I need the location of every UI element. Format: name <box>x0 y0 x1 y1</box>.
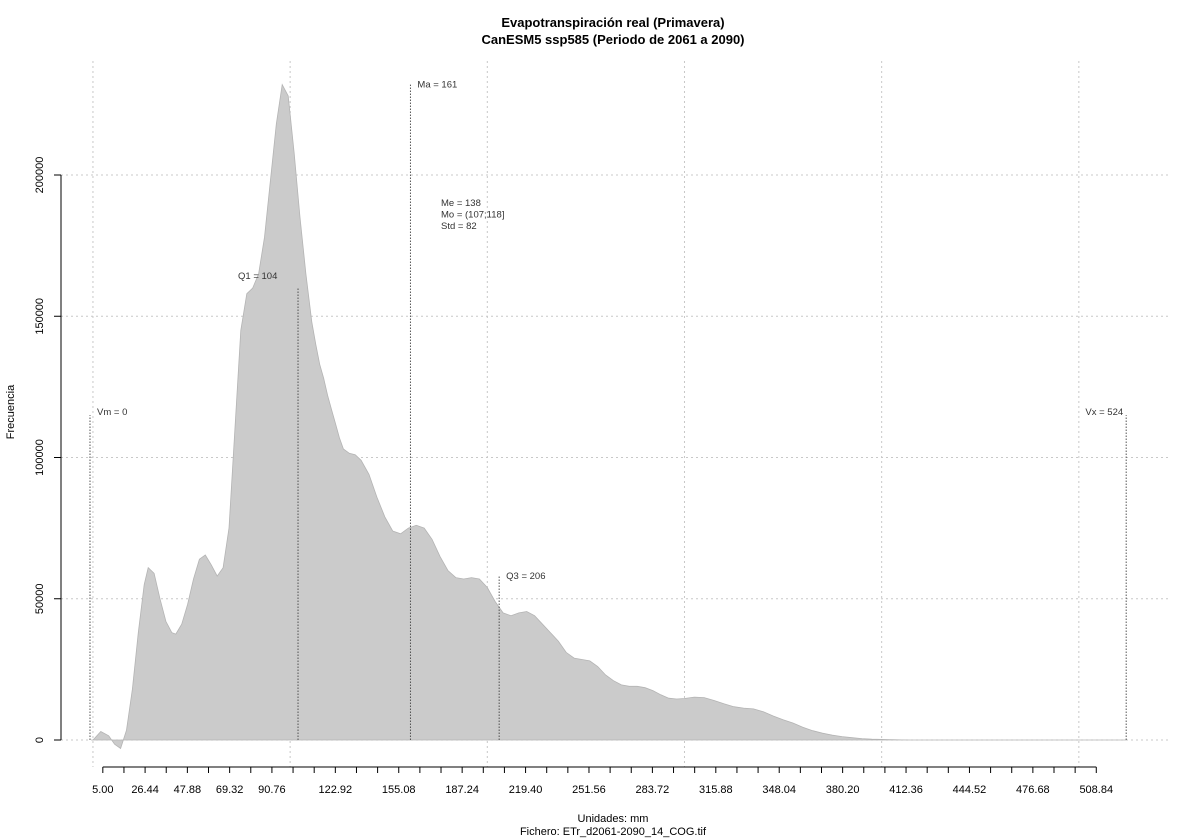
y-tick-label-0: 0 <box>34 737 46 743</box>
x-tick-label-15: 444.52 <box>953 784 987 796</box>
y-tick-label-4: 200000 <box>34 157 46 194</box>
marker-label-2: Ma = 161 <box>417 80 457 91</box>
y-axis: 0 50000 100000 150000 200000 <box>34 157 62 743</box>
stats-annotation: Me = 138 Mo = (107;118] Std = 82 <box>441 198 504 232</box>
x-tick-label-13: 380.20 <box>826 784 860 796</box>
y-tick-label-1: 50000 <box>34 584 46 615</box>
x-tick-label-14: 412.36 <box>889 784 923 796</box>
x-tick-label-17: 508.84 <box>1079 784 1113 796</box>
y-tick-label-2: 100000 <box>34 439 46 476</box>
x-tick-label-10: 283.72 <box>636 784 670 796</box>
x-tick-label-7: 187.24 <box>445 784 479 796</box>
stat-line-0: Me = 138 <box>441 198 481 209</box>
x-axis-label: Unidades: mm <box>578 813 649 825</box>
stat-line-2: Std = 82 <box>441 221 477 232</box>
x-tick-label-16: 476.68 <box>1016 784 1050 796</box>
x-tick-label-6: 155.08 <box>382 784 416 796</box>
marker-lines: Vm = 0 Q1 = 104 Ma = 161 Q3 = 206 Vx = 524 <box>89 80 1127 740</box>
x-axis: 5.00 26.44 47.88 69.32 90.76 122.92 155.08 187.… <box>92 766 1113 796</box>
marker-label-0: Vm = 0 <box>97 407 127 418</box>
file-caption: Fichero: ETr_d2061-2090_14_COG.tif <box>520 826 707 838</box>
marker-label-3: Q3 = 206 <box>506 571 545 582</box>
density-area-0 <box>92 83 1127 750</box>
x-tick-label-2: 47.88 <box>174 784 202 796</box>
marker-label-1: Q1 = 104 <box>238 271 277 282</box>
y-axis-label: Frecuencia <box>5 384 17 439</box>
plot-area <box>92 83 1127 750</box>
x-tick-label-5: 122.92 <box>319 784 353 796</box>
y-tick-label-3: 150000 <box>34 298 46 335</box>
chart-title: Evapotranspiración real (Primavera) <box>501 15 724 30</box>
x-tick-label-4: 90.76 <box>258 784 286 796</box>
x-tick-label-0: 5.00 <box>92 784 113 796</box>
x-tick-label-3: 69.32 <box>216 784 244 796</box>
x-tick-label-9: 251.56 <box>572 784 606 796</box>
marker-label-4: Vx = 524 <box>1085 407 1123 418</box>
x-tick-label-11: 315.88 <box>699 784 733 796</box>
x-tick-label-12: 348.04 <box>762 784 796 796</box>
chart-subtitle: CanESM5 ssp585 (Periodo de 2061 a 2090) <box>481 32 744 47</box>
x-tick-label-8: 219.40 <box>509 784 543 796</box>
stat-line-1: Mo = (107;118] <box>441 210 504 221</box>
x-tick-label-1: 26.44 <box>131 784 159 796</box>
